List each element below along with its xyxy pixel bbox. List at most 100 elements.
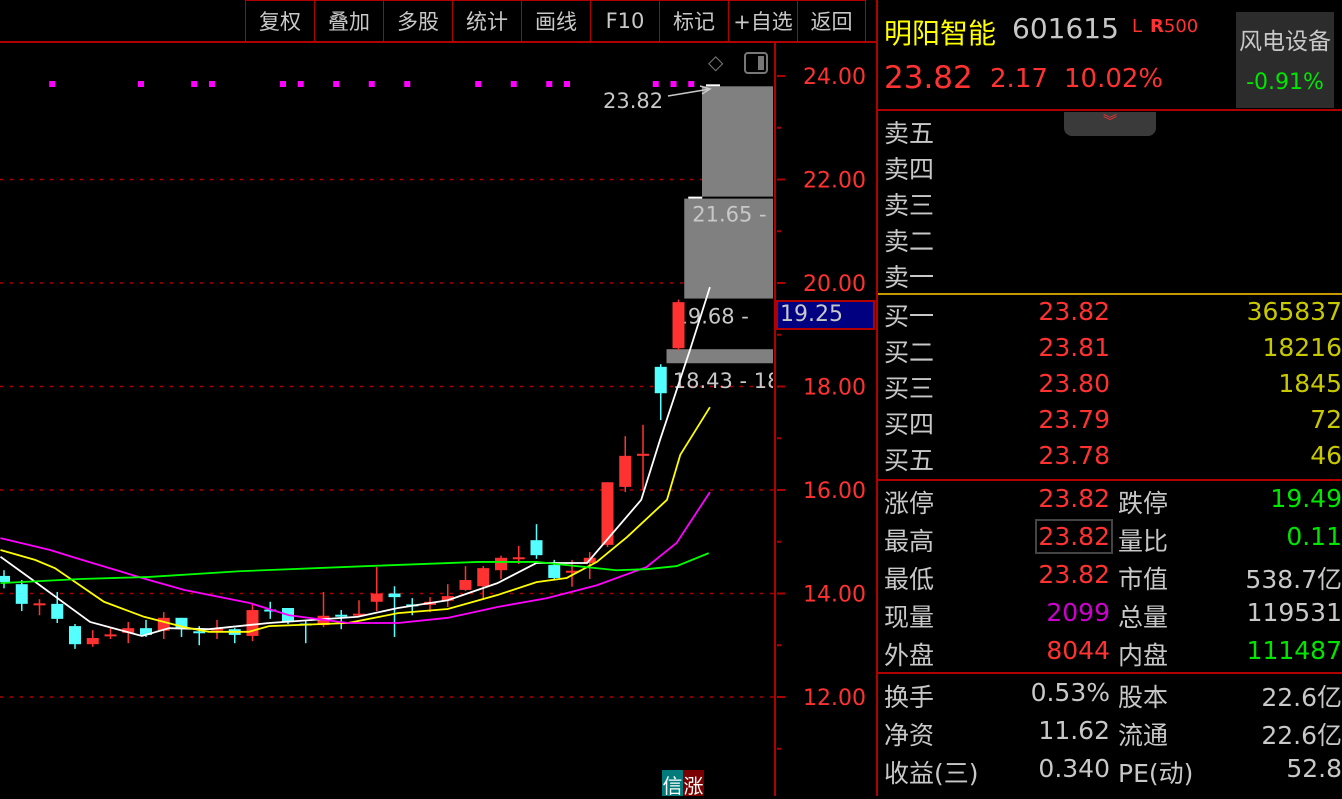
collapse-handle[interactable]: ︾ [1064,112,1156,136]
stat-label: 涨停 [884,489,935,518]
candle [33,599,46,616]
toolbar-button[interactable]: 标记 [659,0,728,41]
toolbar-button[interactable]: 画线 [521,0,590,41]
stat-row[interactable]: 现量 2099 总量 119531 [878,596,1342,632]
signal-marker [546,81,553,87]
toolbar-button[interactable]: 叠加 [314,0,383,41]
candle-body [211,628,223,631]
candle [157,612,170,640]
candle-body [512,557,525,560]
ask-row[interactable]: 卖三 [878,184,1342,220]
y-tick-label: 18.00 [803,376,866,401]
fund-label: 股本 [1118,683,1169,712]
candle-body [140,628,152,635]
moving-average-line [0,406,711,633]
ask-row[interactable]: 卖一 [878,256,1342,292]
y-tick-label: 16.00 [803,479,866,504]
stat-value: 0.11 [1286,522,1342,551]
candle [317,591,330,628]
signal-marker [280,81,286,87]
toolbar-button[interactable]: F10 [590,0,659,41]
bid-row[interactable]: 买五 23.78 46 [878,439,1342,475]
candle [335,610,348,630]
candle-body [335,614,348,617]
bid-volume: 1845 [1278,369,1342,398]
kline-chart[interactable]: 21.65 - 19.68 - 18.43 - 18 23.82 24.00 22.00 2… [0,0,876,796]
toolbar-button[interactable]: 多股 [383,0,452,41]
fund-label: 流通 [1118,721,1169,750]
candle-body [122,628,135,633]
toolbar-button[interactable]: 统计 [452,0,521,41]
bid-row[interactable]: 买二 23.81 18216 [878,331,1342,367]
stat-row[interactable]: 涨停 23.82 跌停 19.49 [878,482,1342,518]
candle-body [86,638,99,645]
ask-row[interactable]: 卖二 [878,220,1342,256]
candle-body [264,609,277,612]
ask-row[interactable]: 卖五 [878,112,1342,148]
stat-row[interactable]: 最高 23.82 量比 0.11 [878,519,1342,556]
bid-price: 23.79 [1038,405,1110,434]
panel-toggle-icon[interactable] [744,52,768,74]
fundamental-row[interactable]: 换手 0.53% 股本 22.6亿 [878,676,1342,712]
signal-marker [564,81,570,87]
toolbar-button[interactable]: +自选 [728,0,797,41]
bid-row[interactable]: 买三 23.80 1845 [878,367,1342,403]
candle [51,591,64,623]
y-tick-label: 22.00 [803,169,866,194]
stat-label: 总量 [1118,603,1169,632]
bid-volume: 72 [1310,405,1342,434]
divider [878,109,1342,111]
ask-label: 卖三 [884,191,935,220]
stat-value: 119531 [1246,598,1342,627]
tag-r: R [1150,16,1164,37]
candle [86,630,99,647]
candle [104,627,117,640]
fund-label: 净资 [884,721,935,750]
diamond-icon[interactable]: ◇ [708,50,724,74]
fund-value: 0.340 [1038,754,1110,783]
candle [459,566,472,591]
candle-body [51,603,64,619]
fund-value: 52.8 [1286,754,1342,783]
signal-marker [404,81,411,87]
fund-label: 收益(三) [884,759,979,788]
signal-badge[interactable]: 信 涨 [662,770,704,798]
chart-toolbar: 复权 叠加 多股 统计 画线 F10 标记 +自选 返回 [245,0,866,42]
candle-body [672,302,685,349]
sector-box[interactable]: 风电设备 -0.91% [1236,12,1334,108]
candle-body [33,603,46,606]
arrow-icon [667,85,712,97]
stock-tags: L R500 [1132,16,1198,37]
stat-value: 2099 [1046,598,1110,627]
stat-label: 外盘 [884,641,935,670]
toolbar-button[interactable]: 返回 [797,0,866,41]
candle [619,436,632,493]
toolbar-button[interactable]: 复权 [245,0,314,41]
y-tick-label: 14.00 [803,583,866,608]
signal-marker [510,81,517,87]
bid-label: 买一 [884,302,935,331]
price-change-pct: 10.02% [1064,64,1164,94]
candle [637,424,649,490]
fundamental-row[interactable]: 净资 11.62 流通 22.6亿 [878,714,1342,750]
bid-row[interactable]: 买一 23.82 365837 [878,295,1342,331]
tag-500: 500 [1163,16,1199,37]
y-tick-label: 12.00 [803,686,866,711]
stat-value: 23.82 [1038,484,1110,513]
bid-row[interactable]: 买四 23.79 72 [878,403,1342,439]
fund-value: 0.53% [1030,678,1110,707]
fund-value: 22.6亿 [1261,721,1342,750]
ask-row[interactable]: 卖四 [878,148,1342,184]
divider [878,293,1342,295]
y-tick-label: 20.00 [803,272,866,297]
candle-body [654,366,667,394]
signal-marker [652,81,659,87]
stat-row[interactable]: 最低 23.82 市值 538.7亿 [878,558,1342,594]
candle [530,524,543,559]
fundamental-row[interactable]: 收益(三) 0.340 PE(动) 52.8 [878,752,1342,788]
y-tick-label: 24.00 [803,65,866,90]
tag-l: L [1132,16,1143,37]
bid-label: 买四 [884,410,935,439]
fund-label: PE(动) [1118,759,1194,788]
stat-row[interactable]: 外盘 8044 内盘 111487 [878,634,1342,670]
